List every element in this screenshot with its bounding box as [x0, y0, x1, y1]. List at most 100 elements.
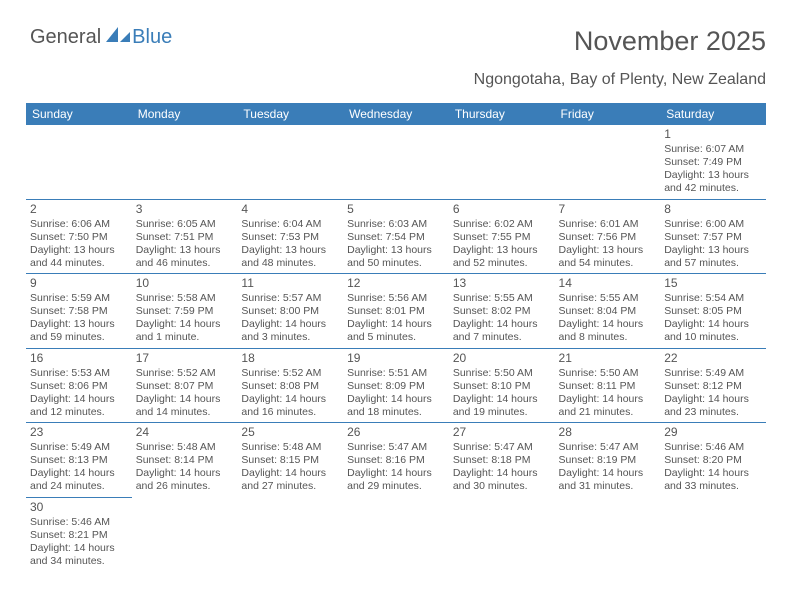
sunset-text: Sunset: 8:18 PM — [453, 454, 551, 467]
sunset-text: Sunset: 8:19 PM — [559, 454, 657, 467]
sunset-text: Sunset: 7:51 PM — [136, 231, 234, 244]
day-number: 19 — [347, 351, 445, 366]
daylight-text: Daylight: 14 hours — [453, 318, 551, 331]
daylight-text: Daylight: 14 hours — [30, 467, 128, 480]
daylight-text: Daylight: 13 hours — [559, 244, 657, 257]
sunrise-text: Sunrise: 5:48 AM — [136, 441, 234, 454]
sunrise-text: Sunrise: 6:06 AM — [30, 218, 128, 231]
day-header: Friday — [555, 103, 661, 125]
calendar-cell: 19Sunrise: 5:51 AMSunset: 8:09 PMDayligh… — [343, 348, 449, 423]
daylight-text: and 18 minutes. — [347, 406, 445, 419]
calendar-week-row: 23Sunrise: 5:49 AMSunset: 8:13 PMDayligh… — [26, 423, 766, 498]
calendar-cell: 29Sunrise: 5:46 AMSunset: 8:20 PMDayligh… — [660, 423, 766, 498]
calendar-cell — [343, 497, 449, 571]
day-number: 27 — [453, 425, 551, 440]
calendar-cell — [237, 497, 343, 571]
daylight-text: and 46 minutes. — [136, 257, 234, 270]
day-number: 30 — [30, 500, 128, 515]
day-number: 9 — [30, 276, 128, 291]
day-number: 4 — [241, 202, 339, 217]
sunrise-text: Sunrise: 5:55 AM — [559, 292, 657, 305]
calendar-cell: 23Sunrise: 5:49 AMSunset: 8:13 PMDayligh… — [26, 423, 132, 498]
calendar-cell — [449, 125, 555, 199]
calendar-week-row: 16Sunrise: 5:53 AMSunset: 8:06 PMDayligh… — [26, 348, 766, 423]
daylight-text: Daylight: 13 hours — [453, 244, 551, 257]
day-number: 17 — [136, 351, 234, 366]
daylight-text: Daylight: 14 hours — [664, 393, 762, 406]
daylight-text: Daylight: 14 hours — [453, 393, 551, 406]
daylight-text: Daylight: 13 hours — [664, 169, 762, 182]
daylight-text: and 10 minutes. — [664, 331, 762, 344]
calendar-cell — [660, 497, 766, 571]
day-number: 6 — [453, 202, 551, 217]
daylight-text: and 21 minutes. — [559, 406, 657, 419]
sunrise-text: Sunrise: 5:48 AM — [241, 441, 339, 454]
calendar-cell: 16Sunrise: 5:53 AMSunset: 8:06 PMDayligh… — [26, 348, 132, 423]
calendar-cell: 9Sunrise: 5:59 AMSunset: 7:58 PMDaylight… — [26, 274, 132, 349]
daylight-text: and 52 minutes. — [453, 257, 551, 270]
day-number: 21 — [559, 351, 657, 366]
day-header: Sunday — [26, 103, 132, 125]
sunrise-text: Sunrise: 5:52 AM — [241, 367, 339, 380]
day-number: 29 — [664, 425, 762, 440]
sunset-text: Sunset: 8:10 PM — [453, 380, 551, 393]
logo-text-general: General — [30, 26, 101, 49]
day-number: 20 — [453, 351, 551, 366]
calendar-cell: 4Sunrise: 6:04 AMSunset: 7:53 PMDaylight… — [237, 199, 343, 274]
calendar-cell: 13Sunrise: 5:55 AMSunset: 8:02 PMDayligh… — [449, 274, 555, 349]
calendar-cell: 6Sunrise: 6:02 AMSunset: 7:55 PMDaylight… — [449, 199, 555, 274]
day-header: Saturday — [660, 103, 766, 125]
daylight-text: and 26 minutes. — [136, 480, 234, 493]
day-header: Thursday — [449, 103, 555, 125]
sunset-text: Sunset: 8:09 PM — [347, 380, 445, 393]
calendar-cell — [449, 497, 555, 571]
sunrise-text: Sunrise: 5:59 AM — [30, 292, 128, 305]
daylight-text: Daylight: 14 hours — [664, 467, 762, 480]
calendar-cell — [26, 125, 132, 199]
sunrise-text: Sunrise: 5:52 AM — [136, 367, 234, 380]
daylight-text: Daylight: 14 hours — [136, 393, 234, 406]
sunrise-text: Sunrise: 5:53 AM — [30, 367, 128, 380]
daylight-text: and 19 minutes. — [453, 406, 551, 419]
day-number: 22 — [664, 351, 762, 366]
page-subtitle: Ngongotaha, Bay of Plenty, New Zealand — [26, 71, 766, 89]
sunset-text: Sunset: 7:56 PM — [559, 231, 657, 244]
calendar-cell: 21Sunrise: 5:50 AMSunset: 8:11 PMDayligh… — [555, 348, 661, 423]
daylight-text: Daylight: 14 hours — [559, 318, 657, 331]
daylight-text: Daylight: 14 hours — [30, 542, 128, 555]
calendar-week-row: 2Sunrise: 6:06 AMSunset: 7:50 PMDaylight… — [26, 199, 766, 274]
logo-text-blue: Blue — [132, 26, 172, 49]
daylight-text: and 16 minutes. — [241, 406, 339, 419]
calendar-week-row: 30Sunrise: 5:46 AMSunset: 8:21 PMDayligh… — [26, 497, 766, 571]
daylight-text: and 30 minutes. — [453, 480, 551, 493]
calendar-cell — [555, 497, 661, 571]
calendar-cell: 24Sunrise: 5:48 AMSunset: 8:14 PMDayligh… — [132, 423, 238, 498]
daylight-text: and 24 minutes. — [30, 480, 128, 493]
sunset-text: Sunset: 7:50 PM — [30, 231, 128, 244]
daylight-text: Daylight: 14 hours — [241, 467, 339, 480]
daylight-text: and 23 minutes. — [664, 406, 762, 419]
calendar-cell: 12Sunrise: 5:56 AMSunset: 8:01 PMDayligh… — [343, 274, 449, 349]
calendar-cell: 8Sunrise: 6:00 AMSunset: 7:57 PMDaylight… — [660, 199, 766, 274]
logo: General Blue — [30, 26, 172, 49]
day-number: 16 — [30, 351, 128, 366]
sunrise-text: Sunrise: 5:54 AM — [664, 292, 762, 305]
sunset-text: Sunset: 7:49 PM — [664, 156, 762, 169]
daylight-text: and 31 minutes. — [559, 480, 657, 493]
sunset-text: Sunset: 7:53 PM — [241, 231, 339, 244]
calendar-cell: 14Sunrise: 5:55 AMSunset: 8:04 PMDayligh… — [555, 274, 661, 349]
day-header: Monday — [132, 103, 238, 125]
sunset-text: Sunset: 8:02 PM — [453, 305, 551, 318]
day-number: 2 — [30, 202, 128, 217]
sunrise-text: Sunrise: 5:57 AM — [241, 292, 339, 305]
daylight-text: Daylight: 14 hours — [347, 467, 445, 480]
daylight-text: and 3 minutes. — [241, 331, 339, 344]
day-header-row: Sunday Monday Tuesday Wednesday Thursday… — [26, 103, 766, 125]
daylight-text: and 1 minute. — [136, 331, 234, 344]
daylight-text: and 57 minutes. — [664, 257, 762, 270]
sunset-text: Sunset: 8:04 PM — [559, 305, 657, 318]
daylight-text: Daylight: 13 hours — [30, 244, 128, 257]
daylight-text: and 27 minutes. — [241, 480, 339, 493]
day-number: 25 — [241, 425, 339, 440]
sunset-text: Sunset: 8:08 PM — [241, 380, 339, 393]
